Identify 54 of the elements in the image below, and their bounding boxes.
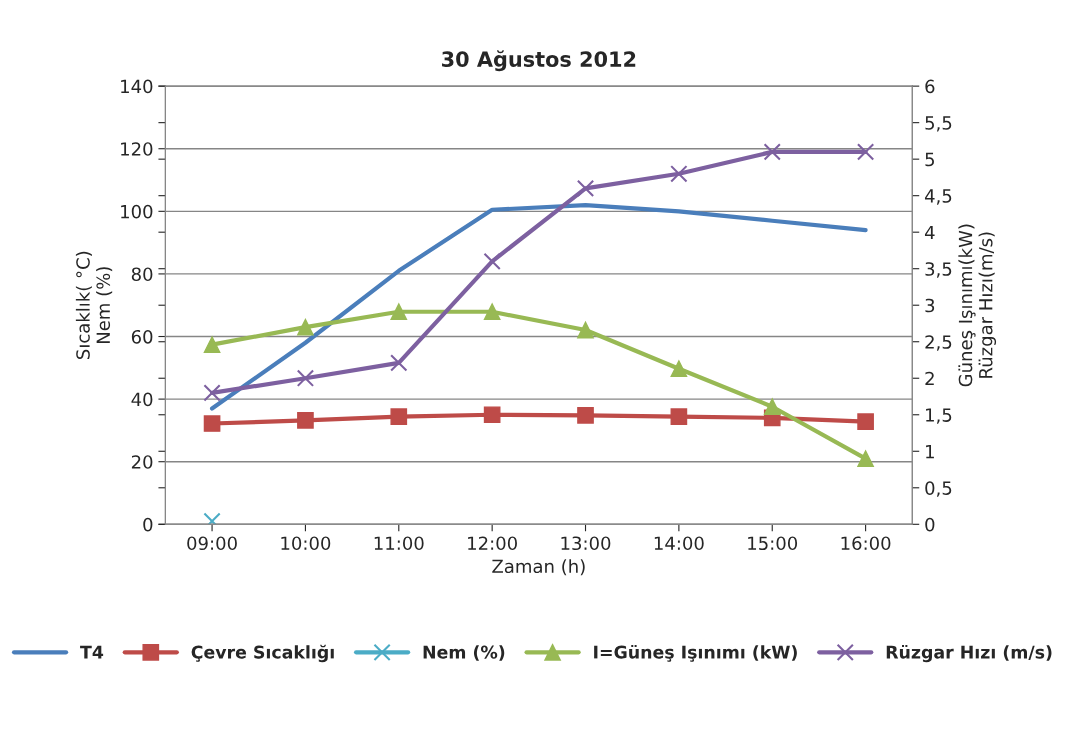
y-tick-label: 0: [143, 517, 153, 532]
y2-tick-label: 5,5: [925, 116, 952, 132]
y-tick-label: 120: [121, 142, 153, 156]
x-tick-label: 11:00: [374, 536, 424, 551]
point: [297, 318, 314, 336]
y-axis-title: Sıcaklık( °C) Nem (%): [75, 251, 113, 359]
legend-label: Nem (%): [423, 645, 505, 661]
y2-axis-title: Güneş Işınımı(kW) Rüzgar Hızı(m/s): [958, 224, 997, 387]
x-tick-label: 14:00: [654, 536, 704, 551]
y2-tick-label: 1: [926, 444, 934, 459]
y2-tick-label: 0: [925, 517, 935, 532]
y-tick-label: 40: [131, 392, 153, 407]
point: [390, 354, 408, 372]
y2-tick-label: 6: [925, 79, 935, 94]
y2-tick-label: 3,5: [925, 262, 952, 278]
point: [856, 143, 875, 161]
point: [577, 321, 594, 339]
legend-label: Rüzgar Hızı (m/s): [886, 644, 1052, 663]
y-tick-label: 60: [131, 329, 153, 344]
y2-tick-label: 0,5: [925, 481, 952, 497]
x-tick-label: 09:00: [187, 536, 237, 551]
point: [203, 336, 221, 353]
x-axis-title: Zaman (h): [492, 559, 585, 576]
chart-title: 30 Ağustos 2012: [442, 50, 636, 72]
point: [203, 384, 221, 402]
y2-tick-label: 4,5: [924, 189, 952, 205]
y2-tick-label: 5: [925, 152, 934, 167]
point: [763, 143, 781, 161]
point: [857, 450, 874, 467]
y-tick-label: 100: [121, 204, 153, 219]
point: [763, 398, 781, 416]
x-tick-label: 13:00: [561, 536, 611, 551]
y-tick-label: 80: [131, 267, 153, 282]
x-tick-label: 12:00: [468, 536, 517, 551]
point: [670, 360, 688, 378]
y2-tick-label: 2: [925, 371, 934, 386]
y2-tick-label: 3: [925, 298, 935, 313]
x-tick-label: 15:00: [748, 536, 798, 551]
x-tick-label: 16:00: [841, 536, 891, 551]
point: [390, 303, 408, 321]
y-tick-label: 140: [121, 79, 153, 94]
point: [483, 303, 501, 321]
legend-label: Çevre Sıcaklığı: [191, 644, 334, 663]
legend-label: I=Güneş Işınımı (kW): [594, 644, 797, 662]
point: [296, 369, 315, 387]
y2-tick-label: 1,5: [926, 408, 952, 424]
y-tick-label: 20: [131, 455, 153, 469]
point: [576, 179, 595, 198]
point: [670, 165, 688, 183]
y2-tick-label: 4: [924, 225, 935, 240]
line-series: [209, 202, 868, 411]
x-tick-label: 10:00: [281, 536, 331, 551]
legend-label: T4: [80, 645, 104, 659]
y2-tick-label: 2,5: [925, 335, 952, 351]
